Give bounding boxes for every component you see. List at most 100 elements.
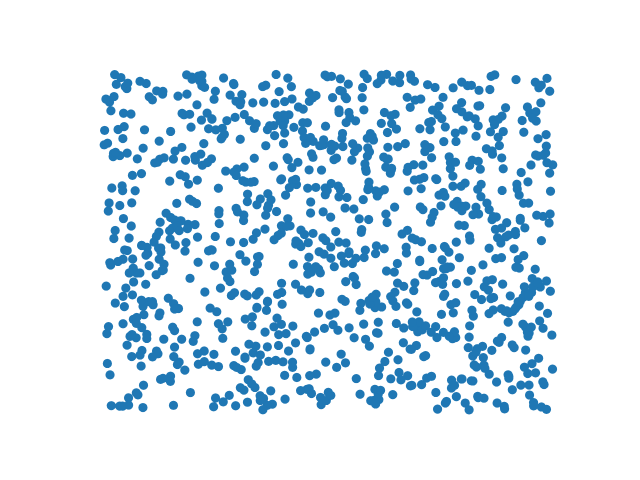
scatter-point [336,251,346,261]
scatter-point [236,97,246,107]
scatter-point [246,177,256,187]
scatter-point [247,321,257,331]
scatter-point [180,246,190,256]
scatter-point [460,398,470,408]
scatter-point [473,101,483,111]
scatter-point [339,258,349,268]
scatter-point [284,183,294,193]
scatter-point [209,94,219,104]
scatter-point [426,371,437,381]
scatter-point [510,304,520,314]
scatter-point [383,142,393,152]
scatter-point [247,312,257,322]
scatter-point [231,401,241,411]
scatter-point [530,368,541,378]
scatter-point [102,329,112,339]
scatter-point [458,125,468,135]
scatter-point [141,279,151,289]
scatter-point [403,371,413,381]
scatter-point [403,299,413,309]
scatter-point [327,93,338,103]
scatter-point [173,91,183,101]
scatter-point [100,125,110,136]
scatter-point [136,295,147,305]
scatter-point [248,98,258,108]
scatter-point [399,323,409,333]
scatter-point [340,296,350,306]
scatter-point [320,121,331,131]
scatter-point [367,292,377,302]
scatter-point [517,115,527,126]
scatter-point [230,112,240,122]
scatter-point [536,236,547,246]
scatter-point [110,298,120,308]
scatter-point [235,250,245,260]
scatter-point [407,233,417,243]
scatter-point [305,285,315,295]
scatter-point [364,214,374,225]
scatter-point [511,74,521,85]
scatter-point [127,329,137,340]
scatter-point [364,177,374,187]
scatter-point [144,261,154,271]
scatter-point [422,80,433,90]
scatter-point [299,133,309,143]
scatter-point [518,319,528,329]
scatter-point [199,357,209,367]
scatter-point [402,92,412,102]
scatter-point [302,332,312,343]
scatter-point [538,323,548,333]
scatter-point [119,302,129,312]
scatter-point [544,218,554,228]
scatter-point [471,347,481,357]
scatter-point [391,318,401,329]
scatter-point [202,157,213,168]
scatter-point [379,152,389,162]
scatter-point [230,346,241,356]
scatter-point [541,404,552,414]
scatter-point [536,98,546,108]
scatter-point [400,139,410,149]
scatter-point [531,150,541,160]
scatter-point [142,333,152,344]
scatter-point [526,160,536,170]
scatter-point [466,265,476,275]
scatter-point [165,234,175,244]
scatter-point [410,278,420,288]
scatter-point [288,321,298,331]
scatter-point [547,330,557,340]
scatter-point [341,277,351,287]
scatter-point [258,393,269,404]
scatter-point [451,237,461,247]
scatter-point [360,245,370,255]
scatter-point [496,253,507,263]
scatter-point [266,195,276,205]
scatter-point [405,344,415,354]
scatter-point [306,197,316,207]
scatter-point [341,94,352,104]
scatter-point [118,108,129,118]
scatter-point [389,267,399,277]
scatter-point [304,165,314,175]
scatter-point [209,261,220,271]
scatter-point [535,316,545,326]
scatter-point [170,146,180,156]
scatter-point [282,153,292,163]
scatter-point [147,95,157,105]
scatter-point [342,192,352,203]
scatter-point [499,404,510,414]
scatter-point [436,201,446,211]
scatter-point [110,147,121,157]
scatter-point [430,277,441,288]
scatter-point [482,198,492,208]
scatter-point [124,233,134,243]
scatter-point [216,134,226,144]
scatter-point [434,101,444,111]
scatter-point [510,226,520,237]
scatter-point [465,235,475,245]
scatter-point [138,143,148,153]
scatter-point [156,247,166,257]
scatter-point [505,291,515,301]
scatter-point [387,163,397,173]
scatter-point [281,221,292,231]
